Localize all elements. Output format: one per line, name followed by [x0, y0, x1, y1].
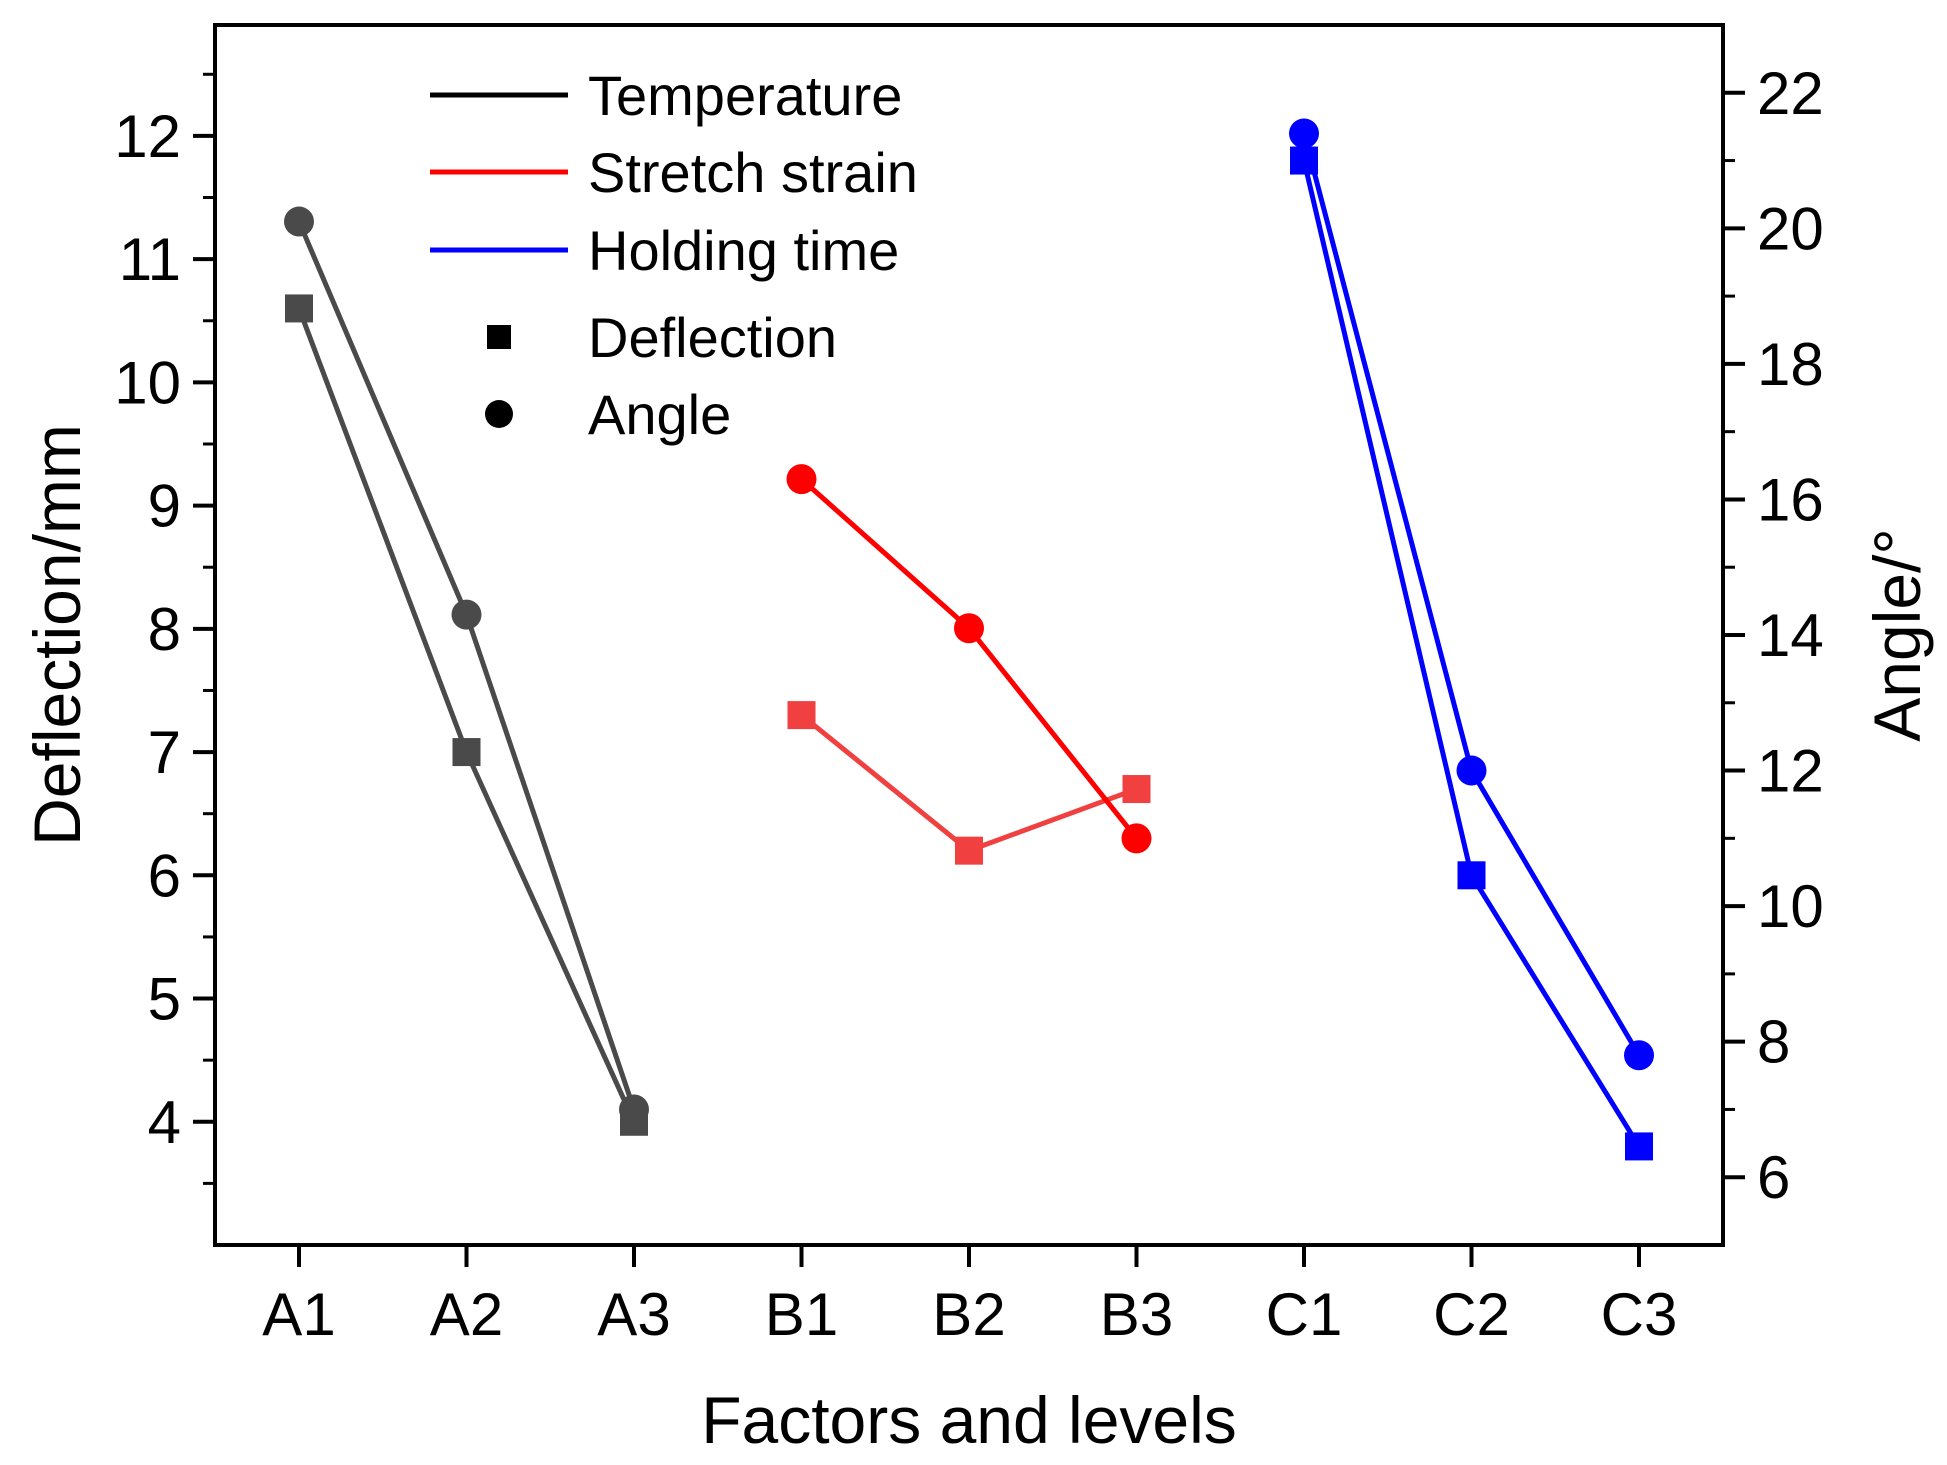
y-left-axis-title: Deflection/mm	[20, 424, 94, 846]
y-right-tick-label-22: 22	[1757, 60, 1824, 127]
series-holding-time-angle	[1289, 118, 1654, 1071]
point-holding-time-deflection-c2	[1457, 861, 1486, 890]
y-left-tick-label-11: 11	[119, 226, 181, 293]
x-tick-label-c3: C3	[1601, 1281, 1678, 1348]
legend-marker-square	[487, 325, 511, 349]
y-right-tick-labels: 6 8 10 12 14 16 18 20 22	[1757, 60, 1824, 1211]
point-holding-time-angle-c2	[1456, 755, 1487, 786]
legend-label-deflection: Deflection	[588, 306, 837, 369]
point-temperature-deflection-a2	[452, 738, 481, 767]
y-left-tick-labels: 4 5 6 7 8 9 10 11 12	[114, 103, 181, 1156]
point-temperature-angle-a1	[284, 206, 314, 237]
y-left-tick-label-9: 9	[148, 473, 181, 540]
series-line-temperature-angle	[296, 220, 637, 1111]
x-tick-label-b1: B1	[765, 1281, 838, 1348]
point-stretch-strain-angle-b2	[954, 613, 984, 644]
series-line-holding-time-deflection	[1301, 159, 1642, 1148]
y-right-tick-label-18: 18	[1757, 331, 1824, 398]
y-left-tick-label-4: 4	[148, 1089, 181, 1156]
x-tick-label-b2: B2	[932, 1281, 1005, 1348]
y-right-ticks	[1723, 90, 1745, 1180]
point-holding-time-angle-c1	[1289, 118, 1319, 149]
legend-label-angle: Angle	[588, 383, 731, 446]
legend-marker-circle	[485, 400, 513, 428]
legend-label-temperature: Temperature	[588, 64, 902, 127]
y-right-tick-label-8: 8	[1757, 1009, 1790, 1076]
y-left-tick-label-12: 12	[114, 103, 181, 170]
series-layer	[284, 118, 1654, 1161]
x-axis-title: Factors and levels	[701, 1383, 1237, 1457]
series-line-stretch-strain-deflection	[799, 713, 1138, 854]
series-line-holding-time-angle	[1301, 132, 1642, 1057]
y-left-tick-label-10: 10	[114, 349, 181, 416]
point-stretch-strain-deflection-b3	[1122, 775, 1151, 804]
legend: Temperature Stretch strain Holding time …	[430, 64, 918, 446]
legend-label-holding-time: Holding time	[588, 219, 899, 282]
series-line-stretch-strain-angle	[799, 477, 1139, 840]
x-tick-labels: A1 A2 A3 B1 B2 B3 C1 C2 C3	[262, 1281, 1677, 1348]
y-right-tick-label-14: 14	[1757, 602, 1824, 669]
x-tick-label-b3: B3	[1100, 1281, 1173, 1348]
point-temperature-deflection-a1	[285, 294, 313, 323]
point-holding-time-deflection-c3	[1625, 1132, 1653, 1161]
point-temperature-angle-a3	[619, 1094, 649, 1125]
y-left-tick-label-6: 6	[148, 842, 181, 909]
series-temperature-angle	[284, 206, 649, 1125]
x-tick-label-c1: C1	[1266, 1281, 1343, 1348]
point-holding-time-angle-c3	[1624, 1040, 1654, 1071]
x-tick-label-c2: C2	[1433, 1281, 1510, 1348]
y-left-tick-label-8: 8	[148, 596, 181, 663]
point-stretch-strain-angle-b1	[786, 464, 817, 495]
point-stretch-strain-deflection-b1	[787, 701, 816, 730]
y-right-tick-label-6: 6	[1757, 1144, 1790, 1211]
y-left-tick-label-7: 7	[148, 719, 181, 786]
y-right-tick-label-20: 20	[1757, 195, 1824, 262]
y-right-axis-title: Angle/°	[1860, 528, 1934, 742]
y-right-tick-label-12: 12	[1757, 738, 1824, 805]
x-ticks	[297, 1245, 1641, 1267]
y-right-tick-label-16: 16	[1757, 466, 1824, 533]
series-line-temperature-deflection	[296, 307, 637, 1123]
x-tick-label-a1: A1	[262, 1281, 335, 1348]
point-temperature-angle-a2	[451, 599, 482, 630]
series-stretch-strain-deflection	[787, 701, 1151, 865]
point-stretch-strain-angle-b3	[1121, 823, 1152, 854]
y-right-tick-label-10: 10	[1757, 873, 1824, 940]
point-stretch-strain-deflection-b2	[955, 836, 983, 865]
x-tick-label-a2: A2	[430, 1281, 503, 1348]
y-left-tick-label-5: 5	[148, 966, 181, 1033]
legend-label-stretch-strain: Stretch strain	[588, 141, 918, 204]
x-tick-label-a3: A3	[597, 1281, 670, 1348]
series-holding-time-deflection	[1290, 146, 1653, 1161]
y-left-ticks	[193, 72, 215, 1185]
series-stretch-strain-angle	[786, 464, 1152, 854]
